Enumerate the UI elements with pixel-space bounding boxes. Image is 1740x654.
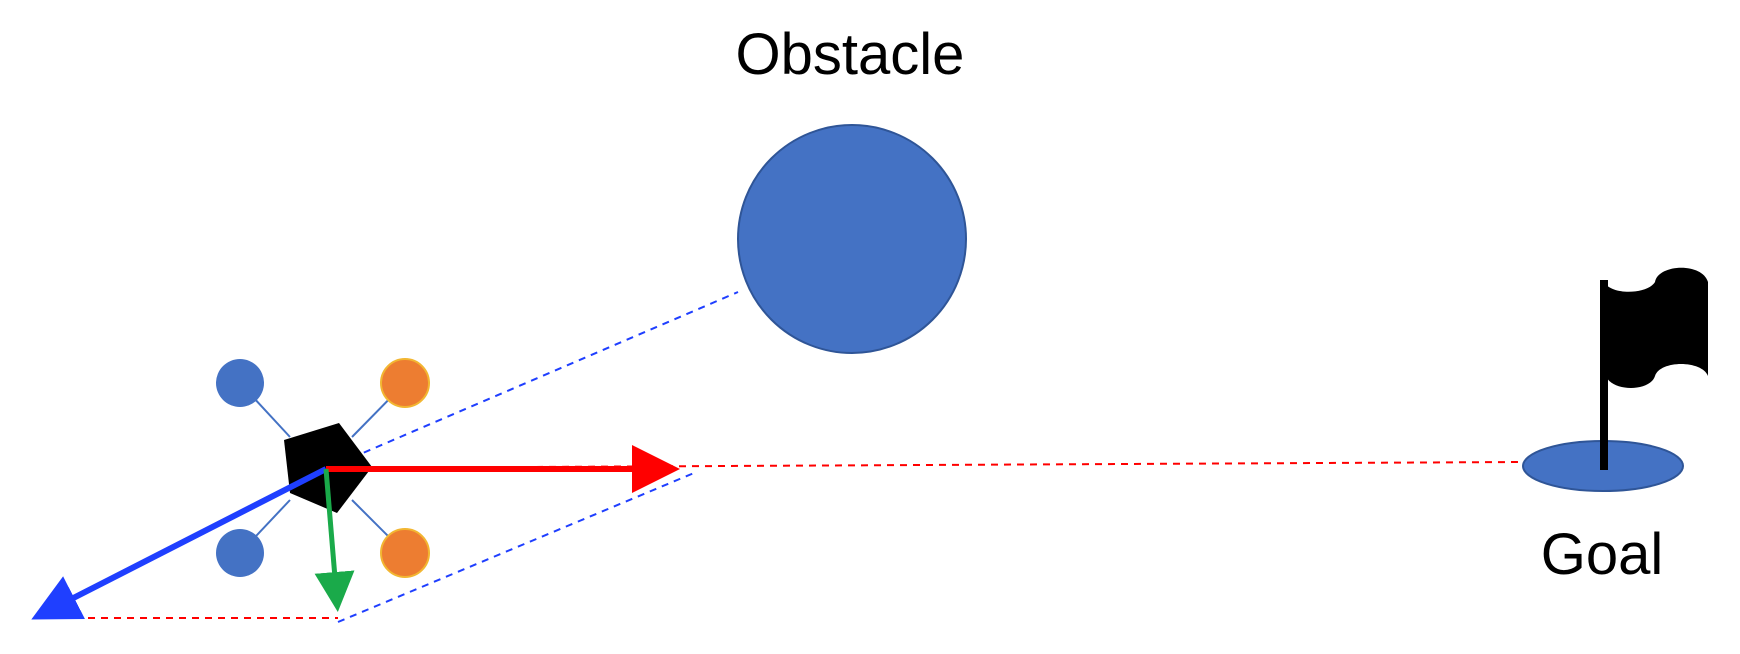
obstacle-circle	[737, 124, 967, 354]
flag-icon	[1600, 267, 1708, 470]
rotor-front-left	[216, 359, 264, 407]
obstacle-label: Obstacle	[736, 22, 965, 87]
obstacle-guide-line	[327, 291, 739, 469]
rotor-back-left	[216, 529, 264, 577]
repulsion-vector	[31, 466, 328, 620]
goal-label: Goal	[1541, 522, 1664, 587]
rotor-back-right	[380, 528, 430, 578]
resultant-vector	[314, 468, 355, 612]
rotor-front-right	[380, 358, 430, 408]
